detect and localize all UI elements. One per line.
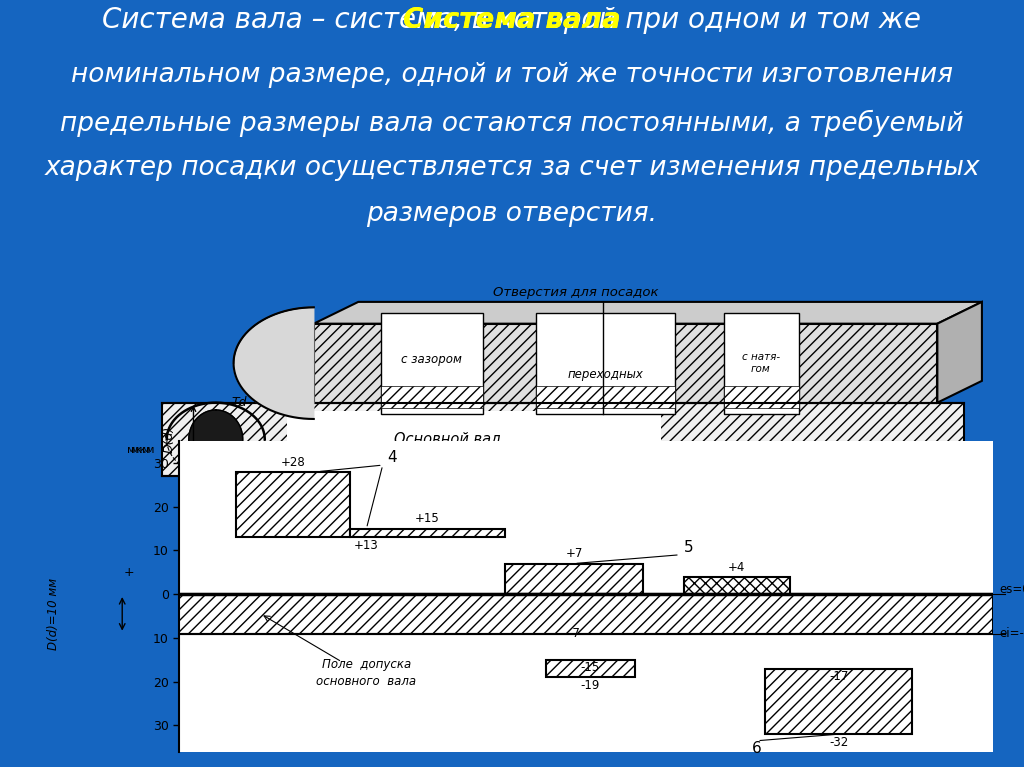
Text: -17: -17 [828,670,848,683]
Text: 4: 4 [387,450,396,465]
Polygon shape [937,302,982,403]
Text: Поле  допуска
основного  вала: Поле допуска основного вала [316,658,417,688]
Text: +4: +4 [728,561,745,574]
Bar [724,387,800,408]
Text: мкм: мкм [131,445,155,455]
Text: размеров отверстия.: размеров отверстия. [367,201,657,227]
Text: с зазором: с зазором [401,353,462,366]
Bar [546,660,635,677]
Bar [237,472,350,537]
Polygon shape [188,410,243,469]
Text: предельные размеры вала остаются постоянными, а требуемый: предельные размеры вала остаются постоян… [60,110,964,137]
Text: -19: -19 [581,680,600,693]
Bar [287,411,662,468]
Bar [381,313,483,413]
Bar [350,528,505,537]
Text: номинальном размере, одной и той же точности изготовления: номинальном размере, одной и той же точн… [71,62,953,88]
Text: Система вала: Система вала [403,6,621,35]
Text: Основной вал: Основной вал [394,432,501,447]
Text: +13: +13 [354,538,379,551]
Text: es=0: es=0 [999,583,1024,596]
Text: -32: -32 [829,736,848,749]
Text: -15: -15 [581,661,600,674]
Text: +7: +7 [565,548,583,561]
Bar [162,403,965,476]
Text: Система вала: Система вала [403,6,621,35]
Text: переходных: переходных [568,368,644,381]
Bar [179,594,993,634]
Text: характер посадки осуществляется за счет изменения предельных: характер посадки осуществляется за счет … [44,155,980,181]
Polygon shape [233,308,313,419]
Bar [684,577,790,594]
Text: D(d)=10 мм: D(d)=10 мм [46,578,59,650]
Polygon shape [313,324,937,403]
Text: с натя-
гом: с натя- гом [742,352,780,374]
Bar [313,324,937,403]
Bar [537,313,675,413]
Text: 6: 6 [753,741,762,755]
Text: +: + [124,566,134,579]
Bar [505,594,643,625]
Text: D(d): D(d) [163,426,176,453]
Text: +15: +15 [415,512,440,525]
Bar [765,669,912,734]
Text: -7: -7 [568,627,580,640]
Text: Тd: Тd [231,396,247,409]
Bar [505,564,643,594]
Text: 5: 5 [684,540,693,555]
Polygon shape [313,302,982,324]
Bar [381,387,483,408]
Text: мкм: мкм [127,445,151,455]
Bar [724,313,800,413]
Text: ei=-9: ei=-9 [999,627,1024,640]
Text: Отверстия для посадок: Отверстия для посадок [493,286,658,299]
Bar [537,387,675,408]
Text: Система вала – система, в которой при одном и том же: Система вала – система, в которой при од… [102,6,922,35]
Text: +28: +28 [281,456,305,469]
